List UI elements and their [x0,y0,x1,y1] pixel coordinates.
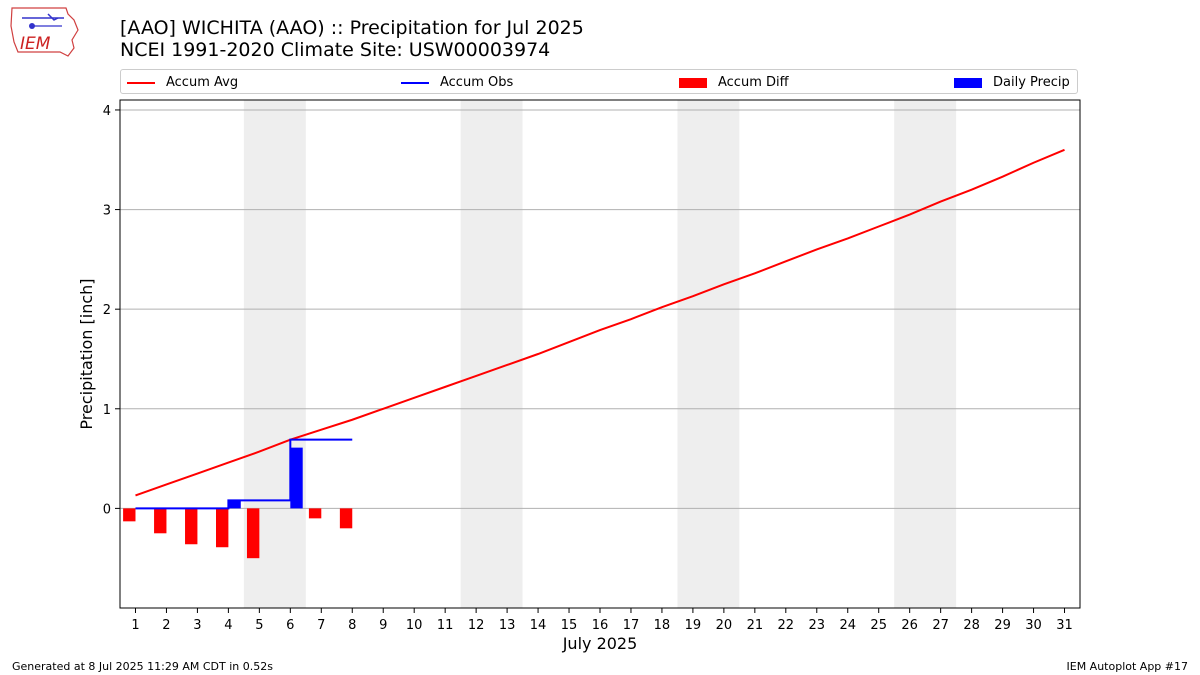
y-tick-label-2: 2 [103,303,111,318]
accum-diff-bar-3 [185,508,198,545]
x-tick-label-14: 14 [530,618,547,633]
accum-obs-line [135,438,353,510]
x-tick-label-22: 22 [778,618,795,633]
x-tick-label-9: 9 [379,618,387,633]
accum-diff-bar-1 [123,508,136,522]
x-tick-label-28: 28 [963,618,980,633]
x-tick-label-11: 11 [437,618,454,633]
weekend-span-0 [243,100,306,608]
y-axis-ticks: 0 1 2 3 4 [103,104,120,517]
series-lines [135,148,1065,510]
daily-precip-bar-4 [228,500,241,509]
x-axis-ticks: 1 2 3 4 5 6 7 8 9 10 11 12 13 14 15 16 17 18 19 20 21 22 23 24 2… [131,608,1073,633]
footer-generated: Generated at 8 Jul 2025 11:29 AM CDT in … [12,660,273,673]
weekend-span-2 [677,100,740,608]
x-tick-label-2: 2 [162,618,170,633]
x-tick-label-24: 24 [839,618,856,633]
x-tick-label-7: 7 [317,618,325,633]
legend-label-accum-avg: Accum Avg [166,75,239,90]
x-tick-label-19: 19 [685,618,702,633]
legend-item-daily-precip: Daily Precip [954,70,1070,95]
legend-label-daily-precip: Daily Precip [993,75,1070,90]
y-tick-label-1: 1 [103,403,111,418]
accum-diff-bar-5 [246,508,260,559]
legend-swatch-accum-avg [127,81,155,84]
x-tick-label-20: 20 [716,618,733,633]
x-tick-label-12: 12 [468,618,485,633]
x-tick-label-31: 31 [1056,618,1073,633]
x-tick-label-27: 27 [932,618,949,633]
legend: Accum Avg Accum Obs Accum Diff Daily Pre… [120,69,1078,94]
legend-swatch-accum-diff [679,77,707,88]
accum-avg-line [135,148,1065,497]
legend-item-accum-avg: Accum Avg [127,70,238,95]
legend-item-accum-diff: Accum Diff [679,70,789,95]
plot-frame [119,99,1081,609]
legend-swatch-daily-precip [954,77,982,88]
chart-subtitle: NCEI 1991-2020 Climate Site: USW00003974 [120,39,551,61]
x-tick-label-16: 16 [592,618,609,633]
logo-text: IEM [20,34,51,54]
x-tick-label-4: 4 [224,618,232,633]
y-gridlines [120,109,1080,509]
legend-label-accum-obs: Accum Obs [440,75,514,90]
legend-item-accum-obs: Accum Obs [401,70,513,95]
weekend-shading [243,100,957,608]
x-tick-label-3: 3 [193,618,201,633]
bars [123,447,353,559]
y-axis-label: Precipitation [inch] [77,278,96,429]
x-tick-label-1: 1 [131,618,139,633]
weekend-span-3 [894,100,957,608]
x-tick-label-30: 30 [1025,618,1042,633]
accum-diff-bar-7 [308,508,322,519]
legend-label-accum-diff: Accum Diff [718,75,789,90]
x-tick-label-23: 23 [809,618,826,633]
x-tick-label-8: 8 [348,618,356,633]
legend-swatch-accum-obs [401,81,429,84]
x-tick-label-18: 18 [654,618,671,633]
iem-logo: IEM [8,6,80,58]
y-tick-label-4: 4 [103,104,111,119]
chart-title: [AAO] WICHITA (AAO) :: Precipitation for… [120,17,584,39]
x-tick-label-17: 17 [623,618,640,633]
x-tick-label-29: 29 [994,618,1011,633]
x-tick-label-6: 6 [286,618,294,633]
y-tick-label-3: 3 [103,204,111,219]
accum-diff-bar-2 [154,508,167,534]
accum-diff-bar-8 [339,508,353,529]
x-tick-label-15: 15 [561,618,578,633]
x-axis-label: July 2025 [562,634,638,653]
x-tick-label-21: 21 [747,618,764,633]
daily-precip-bar-6 [290,447,303,509]
accum-diff-bar-4 [216,508,229,548]
x-tick-label-10: 10 [406,618,423,633]
x-tick-label-5: 5 [255,618,263,633]
weekend-span-1 [460,100,523,608]
footer-app: IEM Autoplot App #17 [1066,660,1189,673]
x-tick-label-13: 13 [499,618,516,633]
x-tick-label-25: 25 [870,618,887,633]
x-tick-label-26: 26 [901,618,918,633]
y-tick-label-0: 0 [103,502,111,517]
